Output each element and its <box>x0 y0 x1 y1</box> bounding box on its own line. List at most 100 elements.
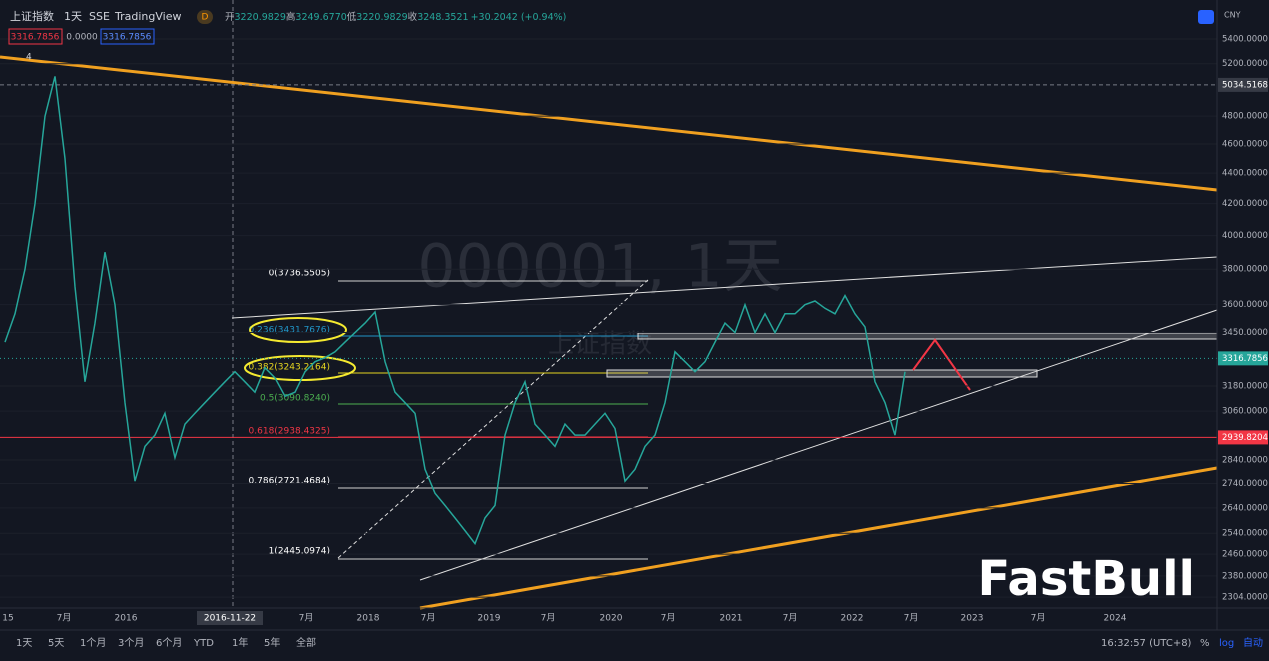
buy-price[interactable]: 3316.7856 <box>103 33 152 43</box>
time-label: 7月 <box>661 613 676 624</box>
range-button[interactable]: 6个月 <box>156 637 182 649</box>
badge: D <box>202 13 209 23</box>
fib-label: 0.618(2938.4325) <box>249 427 330 437</box>
log-toggle[interactable]: log <box>1219 638 1234 649</box>
price-badge-label: 5034.5168 <box>1222 80 1268 90</box>
ohlc-key: 高 <box>286 11 296 23</box>
price-tick-label: 2740.0000 <box>1222 479 1268 489</box>
price-tick-label: 3180.0000 <box>1222 381 1268 391</box>
compare-button[interactable] <box>1198 10 1214 24</box>
fib-label: 0(3736.5505) <box>269 269 330 279</box>
time-label: 7月 <box>904 613 919 624</box>
range-button[interactable]: 1个月 <box>80 637 106 649</box>
trendline <box>419 466 1218 610</box>
price-badge-label: 2939.8204 <box>1222 433 1268 443</box>
clock: 16:32:57 (UTC+8) <box>1101 638 1192 649</box>
ohlc-value: 3249.6770 <box>295 12 346 23</box>
interval: 1天 <box>64 10 82 23</box>
ohlc-value: 3248.3521 <box>417 12 468 23</box>
price-line <box>4 76 906 546</box>
sell-box[interactable] <box>8 28 63 45</box>
badge-bg <box>197 10 213 24</box>
highlight-ellipse <box>244 355 356 381</box>
time-label: 2022 <box>841 614 864 624</box>
price-tick-label: 4400.0000 <box>1222 169 1268 179</box>
time-label: 2019 <box>478 614 501 624</box>
price-axis <box>1217 0 1269 661</box>
price-tick-label: 2640.0000 <box>1222 503 1268 513</box>
price-badge-label: 3316.7856 <box>1222 354 1268 364</box>
price-tick-label: 2840.0000 <box>1222 456 1268 466</box>
price-tick-label: 2540.0000 <box>1222 529 1268 539</box>
watermark-name: 上证指数 <box>548 330 652 360</box>
logo: FastBull <box>977 551 1195 607</box>
fib-trend <box>337 279 649 559</box>
watermark: 000001, 1天 <box>417 232 782 302</box>
percent-toggle[interactable]: % <box>1200 638 1210 649</box>
fib-label: 1(2445.0974) <box>269 547 330 557</box>
fib-label: 0.382(3243.2164) <box>249 363 330 373</box>
price-tick-label: 4000.0000 <box>1222 231 1268 241</box>
fib-label: 0.236(3431.7676) <box>249 326 330 336</box>
ohlc-value: 3220.9829 <box>235 12 286 23</box>
price-tick-label: 3800.0000 <box>1222 265 1268 275</box>
zone-box <box>637 332 1218 340</box>
ohlc-key: 开 <box>225 12 235 23</box>
zone-box <box>606 369 1038 378</box>
price-tick-label: 3600.0000 <box>1222 300 1268 310</box>
time-label: 7月 <box>1031 613 1046 624</box>
symbol: 上证指数 <box>10 9 54 23</box>
exchange: SSE <box>89 10 110 23</box>
time-label: 7月 <box>299 613 314 624</box>
price-badge <box>1218 77 1268 92</box>
toolbar: 1天 5天 1个月 3个月 6个月 YTD 1年 5年 全部 <box>16 636 316 649</box>
trendline <box>0 55 1218 192</box>
time-label: 2024 <box>1104 614 1127 624</box>
price-badge <box>1218 430 1268 445</box>
price-tick-label: 2460.0000 <box>1222 550 1268 560</box>
price-tick-label: 3450.0000 <box>1222 328 1268 338</box>
price-tick-label: 4200.0000 <box>1222 199 1268 209</box>
time-label: 15 <box>2 614 13 624</box>
range-button[interactable]: 5天 <box>48 638 64 649</box>
currency[interactable]: CNY <box>1224 11 1241 20</box>
time-label: 7月 <box>783 613 798 624</box>
time-label: 2020 <box>600 614 623 624</box>
range-button[interactable]: 1天 <box>16 638 32 649</box>
ohlc-value: 3220.9829 <box>356 12 407 23</box>
auto-toggle[interactable]: 自动 <box>1243 636 1263 649</box>
fib-label: 0.5(3090.8240) <box>260 394 330 404</box>
ohlc-key: 低 <box>347 11 357 23</box>
channel-line <box>419 309 1218 581</box>
price-badge <box>1218 351 1268 366</box>
highlight-ellipse <box>249 317 347 343</box>
sell-price[interactable]: 3316.7856 <box>11 33 60 43</box>
range-button[interactable]: 5年 <box>264 636 280 649</box>
time-label: 2023 <box>961 614 984 624</box>
range-button[interactable]: 3个月 <box>118 637 144 649</box>
time-label: 2018 <box>357 614 380 624</box>
ohlc-key: 收 <box>408 11 418 23</box>
ohlc: 开3220.9829高3249.6770低3220.9829收3248.3521… <box>225 11 566 23</box>
price-tick-label: 5400.0000 <box>1222 34 1268 44</box>
buy-box[interactable] <box>100 28 155 45</box>
forecast-arrow <box>912 338 971 391</box>
price-tick-label: 4800.0000 <box>1222 112 1268 122</box>
indicator-count[interactable]: 4 <box>26 53 32 63</box>
fib-label: 0.786(2721.4684) <box>249 477 330 487</box>
range-button[interactable]: 全部 <box>296 636 316 649</box>
range-button[interactable]: 1年 <box>232 636 248 649</box>
price-tick-label: 2380.0000 <box>1222 571 1268 581</box>
spread: 0.0000 <box>66 33 98 43</box>
header: 上证指数 1天 SSE TradingView D 开3220.9829高324… <box>8 9 566 63</box>
change: +30.2042 (+0.94%) <box>471 12 567 23</box>
price-tick-label: 3060.0000 <box>1222 407 1268 417</box>
time-label: 2021 <box>720 614 743 624</box>
time-label: 2016 <box>115 614 138 624</box>
channel-line <box>231 256 1218 319</box>
range-button[interactable]: YTD <box>193 638 214 649</box>
time-highlight <box>197 611 263 625</box>
time-label: 2016-11-22 <box>204 614 256 624</box>
